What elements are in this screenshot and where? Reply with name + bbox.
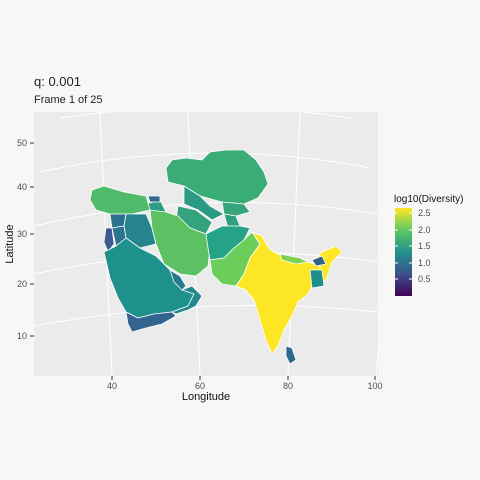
x-tick-label: 80	[283, 381, 293, 391]
region-levant	[103, 227, 115, 253]
x-tick-label: 100	[367, 381, 382, 391]
y-axis-title: Latitude	[4, 224, 16, 263]
region-bhutan	[311, 255, 327, 267]
legend-tick-label: 1.0	[418, 258, 431, 268]
legend: log10(Diversity) 2.5 2.0 1.5 1.0 0.5	[394, 194, 463, 296]
graticule-lon-80	[287, 112, 301, 376]
region-bangladesh	[309, 269, 325, 289]
plot-subtitle: Frame 1 of 25	[34, 94, 103, 106]
legend-colorbar	[395, 208, 412, 296]
x-tick-label: 40	[107, 381, 117, 391]
y-tick-label: 20	[17, 279, 27, 289]
y-tick-label: 10	[17, 331, 27, 341]
region-oman	[171, 285, 203, 315]
region-kyrgyzstan	[221, 201, 251, 217]
legend-title: log10(Diversity)	[394, 194, 463, 205]
graticule-lat-10	[34, 305, 378, 327]
y-tick-label: 30	[17, 229, 27, 239]
region-sri-lanka	[285, 345, 297, 365]
graticule-lat-50	[59, 112, 351, 119]
legend-tick-label: 2.0	[418, 225, 431, 235]
region-nepal	[279, 253, 309, 265]
region-yemen	[125, 311, 177, 333]
legend-tick-label: 0.5	[418, 274, 431, 284]
legend-tick-label: 1.5	[418, 241, 431, 251]
region-uzbekistan	[183, 185, 225, 221]
region-gulf-states	[169, 269, 187, 291]
y-tick-label: 40	[17, 182, 27, 192]
graticule-lat-40	[39, 152, 371, 173]
region-iran	[149, 209, 211, 277]
x-tick-label: 60	[195, 381, 205, 391]
legend-tick-label: 2.5	[418, 208, 431, 218]
plot-title: q: 0.001	[34, 74, 81, 89]
y-axis: 50 40 30 20 10	[17, 138, 34, 341]
region-azerbaijan	[147, 195, 161, 203]
graticule-lon-100	[375, 345, 378, 376]
region-turkey	[89, 185, 151, 215]
x-axis-title: Longitude	[182, 391, 230, 403]
x-axis: 40 60 80 100	[107, 376, 383, 391]
y-tick-label: 50	[17, 138, 27, 148]
map-regions	[89, 149, 343, 365]
